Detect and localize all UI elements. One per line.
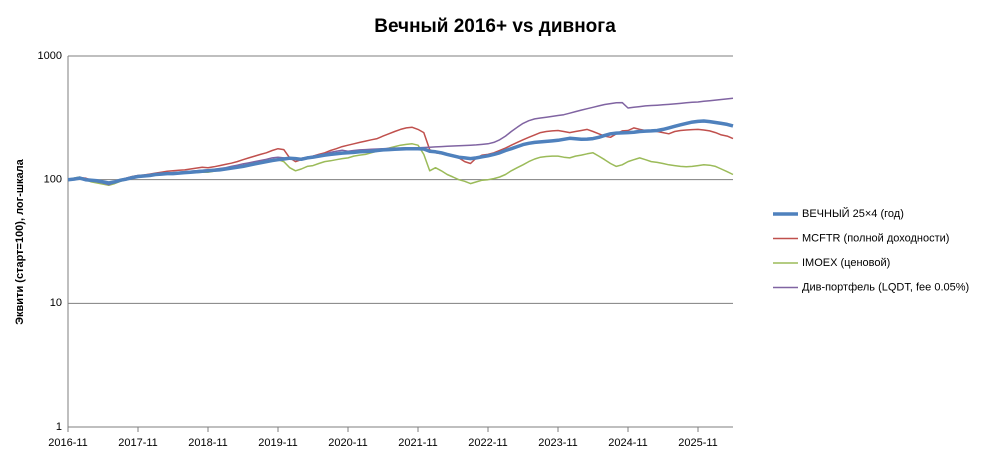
- legend-label: ВЕЧНЫЙ 25×4 (год): [802, 207, 904, 220]
- x-tick-label: 2018-11: [188, 437, 228, 449]
- y-tick-label: 10: [50, 297, 62, 309]
- chart-title: Вечный 2016+ vs дивнога: [374, 16, 616, 37]
- x-tick-label: 2025-11: [678, 437, 718, 449]
- x-tick-label: 2022-11: [468, 437, 508, 449]
- x-tick-label: 2020-11: [328, 437, 368, 449]
- legend-label: Див-портфель (LQDT, fee 0.05%): [802, 281, 969, 293]
- x-tick-label: 2024-11: [608, 437, 648, 449]
- x-tick-label: 2016-11: [48, 437, 88, 449]
- x-tick-label: 2019-11: [258, 437, 298, 449]
- legend-label: MCFTR (полной доходности): [802, 232, 949, 244]
- y-tick-label: 1000: [38, 50, 62, 62]
- legend-label: IMOEX (ценовой): [802, 257, 890, 269]
- x-tick-label: 2021-11: [398, 437, 438, 449]
- series-line: [67, 126, 734, 185]
- y-tick-label: 1: [56, 421, 62, 433]
- x-tick-label: 2017-11: [118, 437, 158, 449]
- series-line: [67, 119, 734, 185]
- x-tick-label: 2023-11: [538, 437, 578, 449]
- y-tick-label: 100: [44, 174, 62, 186]
- y-axis-label: Эквити (старт=100), лог-шкала: [14, 158, 26, 324]
